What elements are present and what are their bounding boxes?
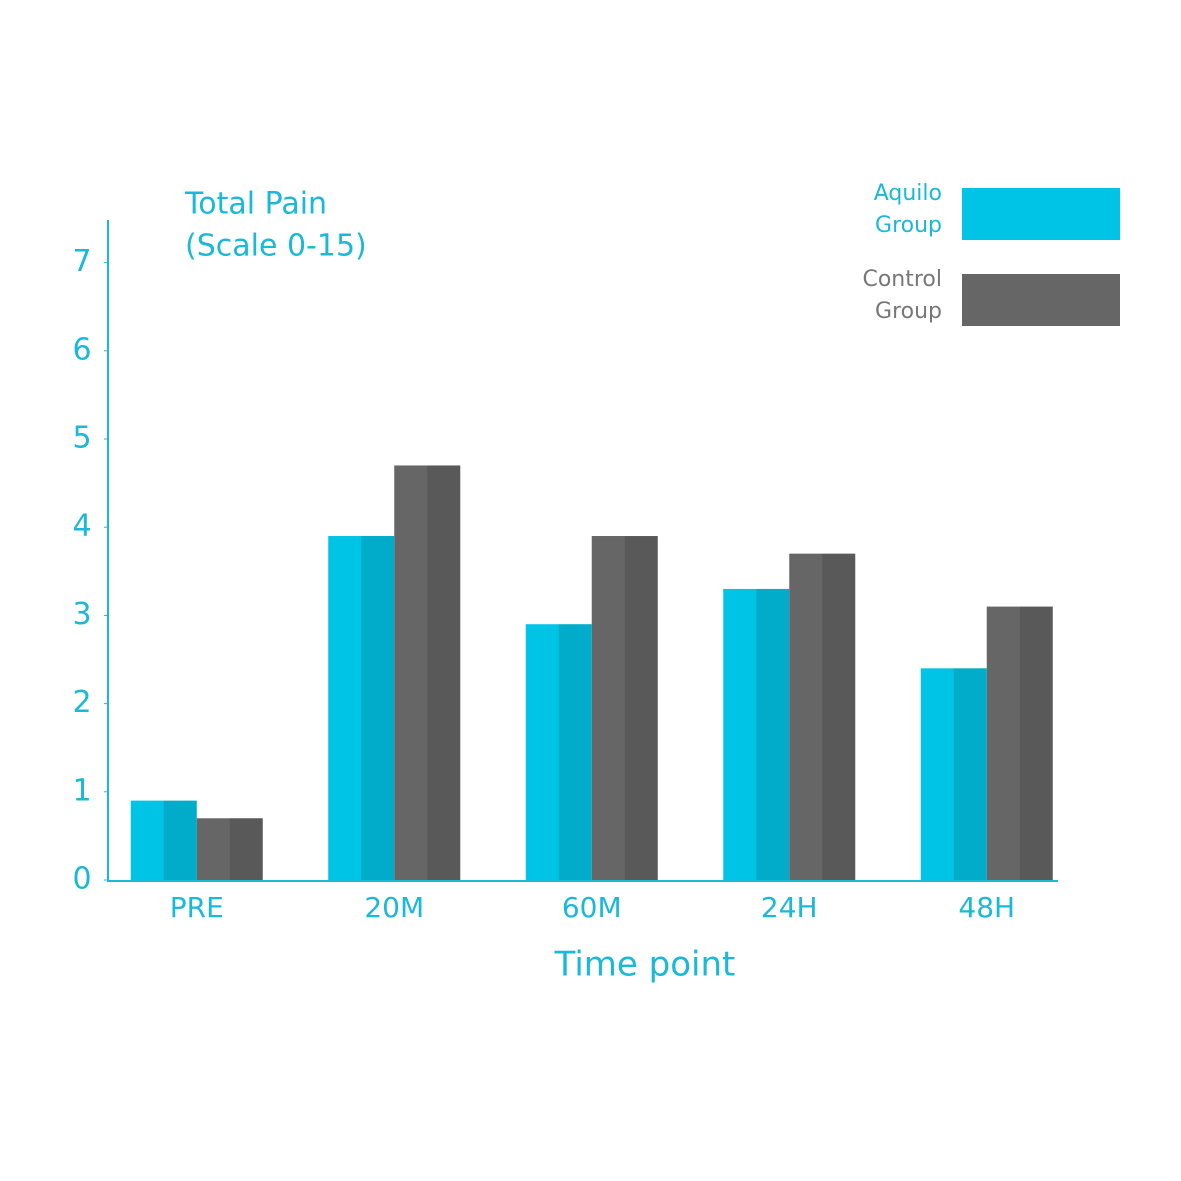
bar-shade [953,668,987,880]
chart-subtitle: (Scale 0-15) [185,229,367,264]
x-tick-label: 60M [562,891,622,924]
bar [789,553,856,880]
x-tick-label: PRE [170,891,224,924]
bar [130,800,197,880]
bar-shade [163,800,197,880]
bar [723,588,790,880]
y-tick-label: 4 [72,509,91,544]
bar-shade [822,553,856,880]
bar [986,606,1053,880]
bar-shade [558,624,592,880]
x-tick-label: 24H [761,891,818,924]
x-tick-label: 20M [364,891,424,924]
legend-label: Aquilo Group [873,181,942,238]
bar-shade [1019,606,1053,880]
y-tick-label: 0 [72,862,91,897]
legend-label: Control Group [862,267,942,324]
bar-shade [229,818,263,880]
bar [920,668,987,880]
y-tick-label: 1 [72,773,91,808]
legend-swatch [962,188,1120,240]
bar [525,624,592,880]
bar-shade [361,536,395,880]
bar [394,465,461,880]
legend-swatch [962,274,1120,326]
x-axis-label: Time point [554,945,736,985]
y-tick-label: 6 [72,332,91,367]
y-tick-label: 3 [72,597,91,632]
bar [196,818,263,880]
bar [591,536,658,880]
y-tick-label: 5 [72,421,91,456]
y-tick-label: 2 [72,685,91,720]
bar-shade [427,465,461,880]
bar-shade [756,588,790,880]
bar [328,536,395,880]
y-tick-label: 7 [72,244,91,279]
bar-shade [624,536,658,880]
x-tick-label: 48H [958,891,1015,924]
chart-title: Total Pain [184,187,327,222]
